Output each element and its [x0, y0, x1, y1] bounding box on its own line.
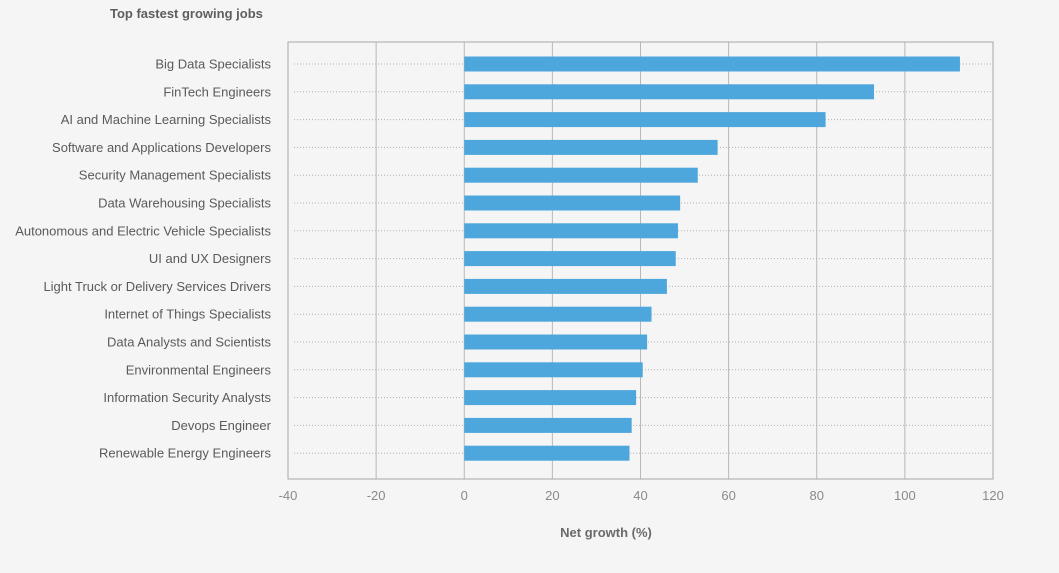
bar [464, 84, 875, 100]
bar [464, 390, 637, 406]
bar [464, 167, 698, 183]
bar [464, 417, 632, 433]
bar [464, 362, 643, 378]
x-tick-label: 0 [461, 488, 468, 503]
category-label: Light Truck or Delivery Services Drivers [43, 279, 271, 294]
category-label: Data Analysts and Scientists [107, 335, 272, 350]
bar [464, 278, 667, 294]
x-tick-label: 100 [894, 488, 916, 503]
bar [464, 112, 826, 128]
category-label: Data Warehousing Specialists [98, 196, 271, 211]
bar [464, 306, 652, 322]
category-label: Renewable Energy Engineers [99, 446, 271, 461]
bar [464, 56, 960, 72]
category-label: Internet of Things Specialists [104, 307, 271, 322]
category-label: AI and Machine Learning Specialists [61, 112, 272, 127]
category-label: FinTech Engineers [163, 84, 271, 99]
category-label: Autonomous and Electric Vehicle Speciali… [15, 223, 271, 238]
category-label: UI and UX Designers [149, 251, 272, 266]
x-tick-label: 60 [721, 488, 735, 503]
category-label: Security Management Specialists [79, 168, 272, 183]
x-tick-label: 40 [633, 488, 647, 503]
x-tick-label: 80 [810, 488, 824, 503]
category-label: Software and Applications Developers [52, 140, 271, 155]
bar [464, 445, 630, 461]
plot-frame [287, 41, 994, 480]
category-label: Environmental Engineers [126, 362, 272, 377]
bar [464, 195, 681, 211]
category-label: Devops Engineer [171, 418, 271, 433]
x-tick-label: -20 [367, 488, 386, 503]
x-tick-label: -40 [279, 488, 298, 503]
bar [464, 139, 718, 155]
category-labels: Big Data Specialists FinTech Engineers AI … [15, 57, 271, 461]
x-tick-labels: -40 -20 0 20 40 60 80 100 120 [279, 488, 1004, 503]
category-label: Big Data Specialists [155, 57, 271, 72]
bar [464, 334, 648, 350]
bar [464, 251, 676, 267]
x-tick-label: 120 [982, 488, 1004, 503]
bar [464, 223, 678, 239]
category-label: Information Security Analysts [103, 390, 271, 405]
x-tick-label: 20 [545, 488, 559, 503]
x-axis-title: Net growth (%) [560, 525, 652, 540]
chart-title: Top fastest growing jobs [110, 6, 263, 21]
bars [464, 56, 960, 461]
